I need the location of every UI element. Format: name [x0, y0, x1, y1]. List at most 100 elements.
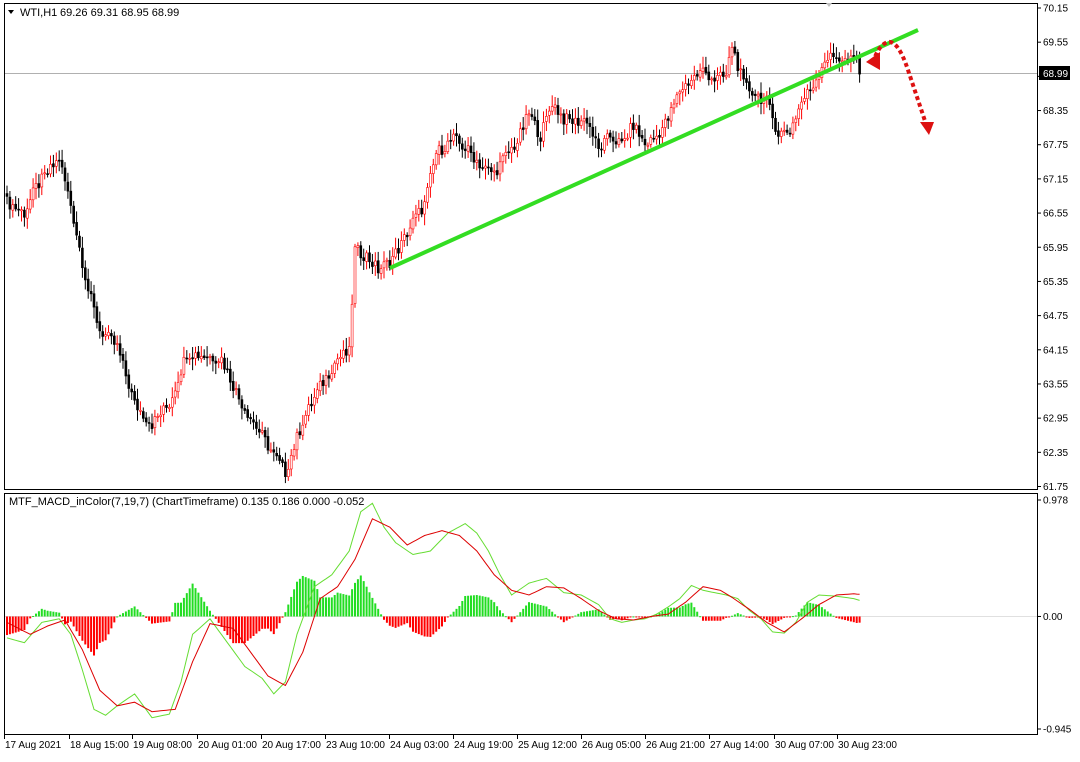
candle-body	[579, 120, 583, 126]
candle	[402, 228, 406, 247]
candle	[252, 411, 255, 430]
macd-bar-positive	[742, 615, 745, 617]
candle	[426, 183, 429, 209]
candle-body	[623, 138, 627, 141]
candle-body	[713, 77, 716, 82]
forecast-arrow[interactable]	[866, 39, 934, 135]
candle	[458, 133, 461, 152]
candle	[829, 42, 832, 69]
candle	[162, 402, 165, 423]
price-tick-label: 68.35	[1043, 106, 1068, 117]
macd-bar-negative	[84, 616, 87, 645]
dropdown-triangle-icon[interactable]	[8, 10, 14, 14]
candle-body	[562, 113, 566, 125]
macd-bar-positive	[455, 608, 458, 617]
macd-bar-positive	[603, 614, 606, 617]
candle	[684, 74, 687, 97]
candle-body	[356, 245, 360, 248]
candle	[698, 63, 702, 82]
candle-body	[817, 76, 821, 80]
candle	[507, 141, 511, 159]
forecast-arrowhead-down-icon	[920, 122, 934, 135]
candle-body	[150, 423, 154, 429]
macd-bar-negative	[26, 616, 29, 625]
macd-bar-negative	[93, 616, 95, 656]
candle-body	[124, 360, 128, 377]
macd-bar-positive	[368, 592, 371, 617]
macd-bar-positive	[591, 610, 594, 617]
macd-bar-positive	[319, 597, 322, 617]
macd-bar-positive	[49, 611, 52, 617]
macd-bar-positive	[191, 583, 194, 617]
candle-body	[452, 133, 455, 142]
candle	[687, 78, 690, 95]
candle-body	[672, 103, 676, 109]
macd-bar-negative	[414, 616, 417, 633]
candle	[806, 84, 809, 110]
macd-bar-positive	[472, 595, 475, 617]
macd-bar-negative	[217, 616, 220, 623]
macd-bar-negative	[235, 616, 238, 644]
macd-bar-negative	[510, 616, 513, 623]
candle-body	[344, 348, 348, 356]
candle	[469, 136, 473, 162]
macd-bar-negative	[269, 616, 272, 632]
macd-bar-positive	[499, 610, 501, 617]
macd-bar-negative	[81, 616, 84, 641]
macd-bar-negative	[765, 616, 768, 621]
candle	[492, 164, 496, 182]
candle	[788, 127, 792, 138]
candle-body	[37, 183, 41, 189]
candle-body	[617, 138, 621, 145]
macd-bar-positive	[632, 616, 635, 618]
macd-bar-positive	[528, 602, 530, 617]
candle-body	[31, 187, 35, 201]
macd-bar-negative	[168, 616, 171, 622]
candle	[46, 168, 49, 178]
candle	[692, 65, 696, 90]
macd-bar-negative	[789, 616, 791, 618]
macd-bar-positive	[493, 602, 496, 617]
candle-body	[501, 155, 505, 163]
candle	[324, 369, 328, 395]
macd-bar-positive	[791, 616, 794, 618]
candle-body	[556, 105, 560, 115]
macd-bar-negative	[629, 616, 632, 618]
candle	[147, 416, 151, 432]
macd-bar-negative	[275, 616, 278, 629]
macd-bar-positive	[481, 596, 484, 617]
candle	[115, 335, 119, 351]
candle-body	[371, 261, 374, 267]
candle-body	[368, 252, 371, 263]
candle	[310, 393, 313, 412]
candle	[121, 348, 125, 369]
candle-body	[20, 209, 23, 212]
candle	[417, 199, 421, 222]
candle	[75, 211, 78, 241]
candle-body	[81, 247, 84, 269]
macd-bar-positive	[133, 606, 136, 617]
candle-body	[95, 306, 99, 323]
macd-bar-negative	[754, 616, 757, 618]
candle	[634, 122, 638, 134]
macd-bar-positive	[536, 604, 539, 617]
macd-bar-negative	[571, 616, 574, 618]
candle	[165, 398, 168, 413]
macd-bar-negative	[261, 616, 264, 629]
macd-bar-negative	[507, 616, 510, 620]
uptrend-line[interactable]	[389, 28, 919, 270]
candle-body	[533, 116, 537, 121]
candle	[173, 381, 177, 405]
price-tick-label: 70.15	[1043, 4, 1068, 15]
candle	[188, 353, 191, 365]
candle	[28, 189, 32, 214]
candle	[220, 347, 223, 370]
candle-body	[359, 245, 363, 259]
macd-bar-positive	[55, 612, 58, 617]
candle	[420, 199, 424, 218]
candle	[414, 204, 418, 227]
candle-body	[710, 78, 714, 81]
macd-bar-positive	[829, 613, 832, 617]
